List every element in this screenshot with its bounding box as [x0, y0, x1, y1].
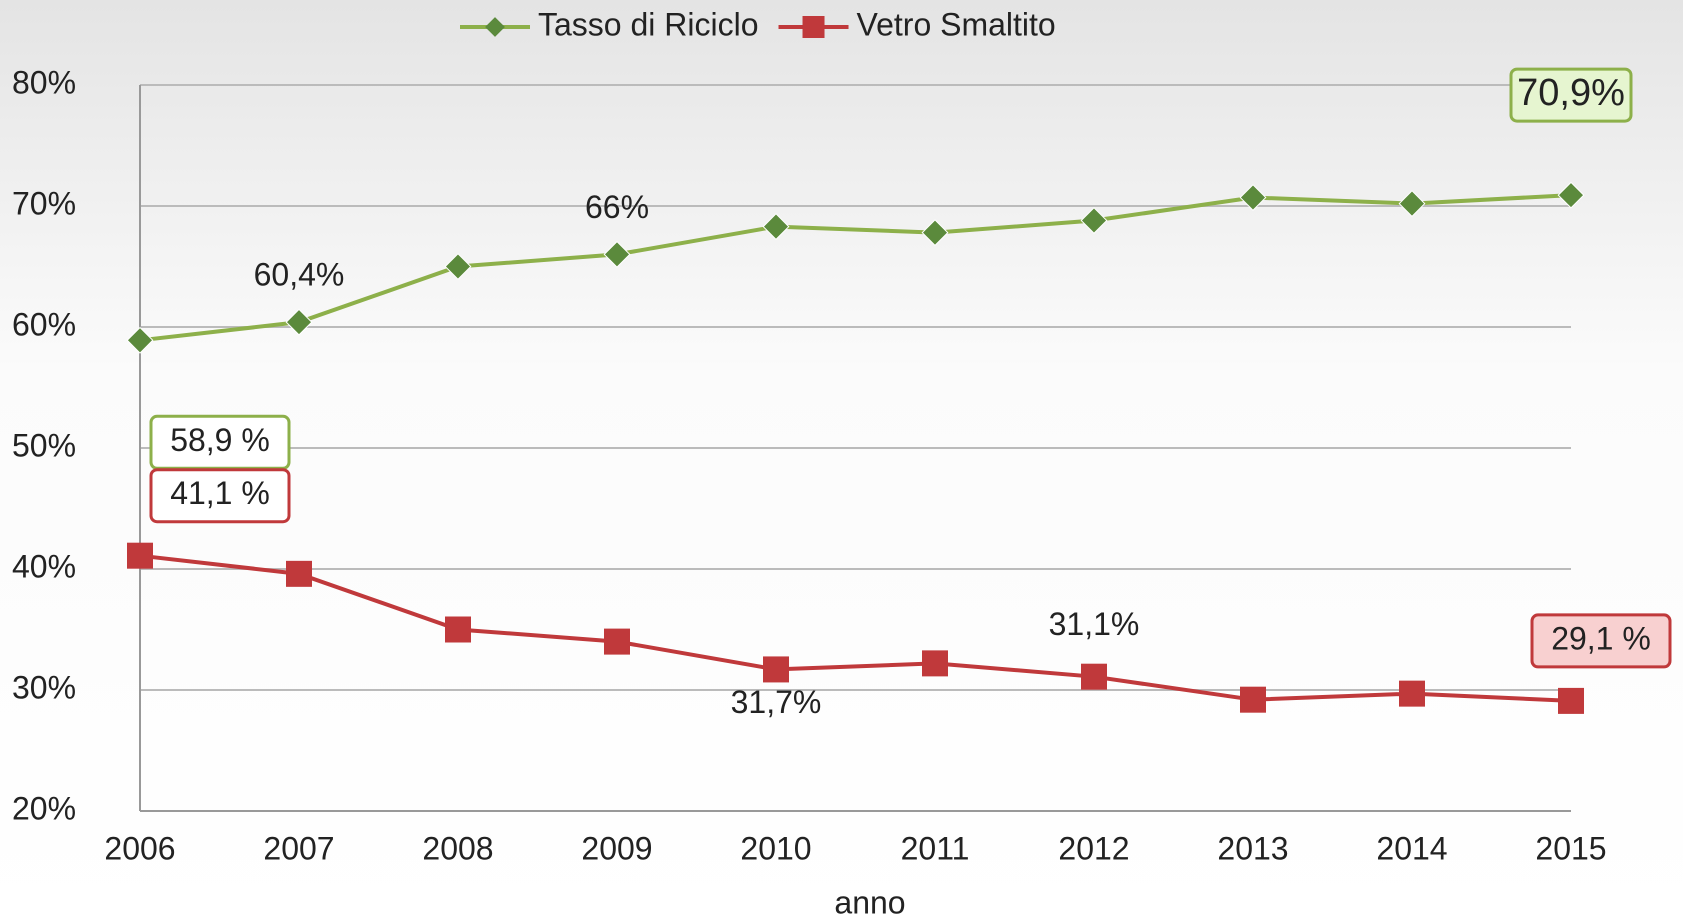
marker: [1558, 687, 1584, 714]
legend-label: Vetro Smaltito: [857, 6, 1056, 42]
marker: [1399, 680, 1425, 707]
marker: [1557, 181, 1585, 209]
marker: [127, 542, 153, 569]
legend-marker: [485, 17, 505, 37]
series-line: [139, 193, 1572, 343]
x-tick-label: 2006: [104, 830, 175, 866]
x-tick-label: 2007: [263, 830, 334, 866]
x-tick-label: 2011: [901, 830, 970, 866]
marker: [285, 308, 313, 336]
marker: [1080, 207, 1108, 234]
y-tick-label: 20%: [12, 790, 76, 826]
x-tick-label: 2008: [422, 830, 493, 866]
marker: [921, 219, 949, 247]
marker: [762, 213, 790, 241]
legend-label: Tasso di Riciclo: [538, 6, 759, 42]
marker: [922, 650, 948, 677]
x-tick-label: 2015: [1535, 830, 1606, 866]
y-tick-label: 30%: [12, 669, 76, 705]
x-tick-label: 2014: [1376, 830, 1447, 866]
marker: [604, 628, 630, 655]
marker: [603, 240, 631, 268]
marker: [445, 616, 471, 643]
data-label: 29,1 %: [1551, 620, 1651, 656]
marker: [286, 560, 312, 587]
legend-marker: [802, 16, 825, 38]
marker: [1240, 686, 1266, 713]
x-axis-label: anno: [834, 884, 905, 920]
data-label: 70,9%: [1517, 72, 1625, 114]
marker: [1398, 190, 1426, 218]
y-tick-label: 50%: [12, 427, 76, 463]
x-tick-label: 2009: [581, 830, 652, 866]
data-label: 31,7%: [731, 684, 822, 720]
y-tick-label: 60%: [12, 306, 76, 342]
x-tick-label: 2010: [740, 830, 811, 866]
marker: [1081, 663, 1107, 690]
label-box: [1530, 613, 1672, 669]
data-label: 41,1 %: [170, 475, 270, 511]
x-tick-label: 2013: [1217, 830, 1288, 866]
data-label: 60,4%: [254, 257, 345, 293]
marker: [126, 326, 154, 354]
y-tick-label: 70%: [12, 185, 76, 221]
series-line: [139, 553, 1572, 703]
marker: [1239, 184, 1267, 211]
data-label: 31,1%: [1049, 606, 1140, 642]
label-box: [1509, 67, 1633, 123]
y-tick-label: 80%: [12, 64, 76, 100]
label-box: [149, 468, 291, 524]
marker: [763, 656, 789, 683]
data-label: 66%: [585, 189, 649, 225]
data-label: 58,9 %: [170, 422, 270, 458]
y-tick-label: 40%: [12, 548, 76, 584]
marker: [444, 253, 472, 280]
x-tick-label: 2012: [1058, 830, 1129, 866]
